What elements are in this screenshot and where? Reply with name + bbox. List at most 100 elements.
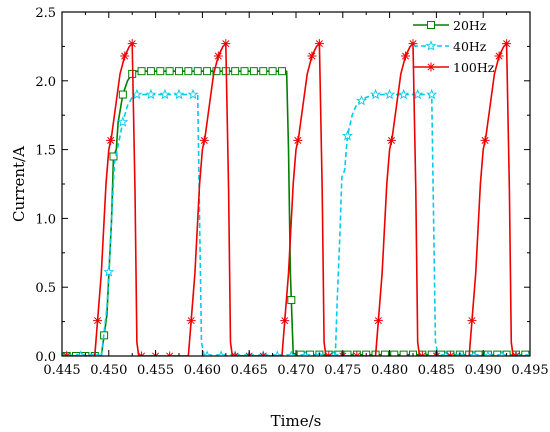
x-tick-label-4: 0.465 [231,363,268,378]
marker-100Hz-30 [480,135,490,145]
marker-100Hz-32 [502,39,512,49]
legend-marker-100Hz [426,62,436,72]
x-tick-label-10: 0.495 [511,363,548,378]
legend-label-100Hz: 100Hz [453,60,495,75]
y-tick-label-0: 0.0 [35,350,56,365]
series-40Hz [62,88,530,356]
marker-20Hz-8 [137,67,146,76]
marker-40Hz-20 [341,130,353,141]
marker-20Hz-12 [175,67,183,76]
legend-marker-40Hz [425,40,437,51]
marker-100Hz-15 [280,316,290,326]
marker-20Hz-23 [277,67,286,76]
legend-marker-20Hz [427,21,435,29]
marker-20Hz-14 [193,67,202,76]
plot-layer [62,39,530,356]
marker-100Hz-1 [93,316,103,326]
marker-20Hz-6 [118,90,127,99]
marker-20Hz-18 [231,67,240,76]
x-tick-label-0: 0.445 [43,363,80,378]
marker-40Hz-26 [426,88,438,100]
marker-40Hz-4 [117,116,129,127]
y-tick-label-1: 0.5 [35,281,56,296]
axes-layer: 0.445 0.450 0.455 0.460 0.465 0.470 0.475 0.480… [35,6,548,378]
marker-100Hz-23 [386,135,396,145]
marker-100Hz-4 [127,39,137,49]
marker-40Hz-21 [356,94,368,106]
x-tick-label-3: 0.460 [184,363,221,378]
marker-100Hz-24 [401,51,411,61]
marker-40Hz-16 [285,350,297,356]
legend-label-40Hz: 40Hz [453,39,487,54]
legend-label-20Hz: 20Hz [453,18,487,33]
marker-40Hz-7 [159,88,171,100]
marker-40Hz-6 [145,88,157,100]
marker-20Hz-24 [287,296,296,305]
series-100Hz [62,39,530,356]
marker-20Hz-13 [184,67,193,76]
x-tick-label-9: 0.490 [465,363,502,378]
marker-40Hz-3 [103,266,115,277]
x-tick-label-5: 0.470 [277,363,314,378]
marker-100Hz-9 [199,135,209,145]
series-20Hz [62,67,530,356]
marker-20Hz-39 [427,350,436,356]
marker-40Hz-1 [75,350,87,356]
series-line-100Hz [62,42,530,356]
marker-40Hz-22 [370,88,382,100]
marker-100Hz-16 [293,135,303,145]
marker-100Hz-3 [120,51,130,61]
marker-100Hz-10 [213,51,223,61]
x-tick-label-7: 0.480 [371,363,408,378]
marker-20Hz-22 [268,67,277,76]
series-line-20Hz [62,70,530,356]
marker-20Hz-35 [390,350,399,356]
marker-100Hz-8 [186,316,196,326]
marker-40Hz-23 [384,88,396,100]
y-tick-label-4: 2.0 [35,75,56,90]
marker-20Hz-11 [165,67,174,76]
y-tick-label-2: 1.0 [35,212,56,227]
marker-40Hz-9 [187,88,199,100]
marker-40Hz-30 [482,350,494,356]
marker-20Hz-34 [380,350,389,356]
marker-100Hz-22 [373,316,383,326]
y-tick-label-5: 2.5 [35,6,56,21]
marker-40Hz-17 [299,350,311,356]
marker-40Hz-33 [524,350,530,356]
marker-20Hz-9 [146,67,155,76]
legend: 20Hz 40Hz 100Hz [413,18,495,75]
marker-100Hz-18 [314,39,324,49]
marker-20Hz-10 [156,67,165,76]
x-tick-label-8: 0.485 [418,363,455,378]
marker-100Hz-31 [494,51,504,61]
marker-20Hz-21 [259,67,268,76]
series-line-40Hz [62,93,530,356]
marker-40Hz-24 [398,88,410,100]
y-tick-label-3: 1.5 [35,144,56,159]
marker-100Hz-25 [408,39,418,49]
marker-20Hz-20 [249,67,258,76]
x-axis-title: Time/s [271,412,322,430]
marker-100Hz-11 [221,39,231,49]
marker-40Hz-31 [496,350,508,356]
x-tick-label-6: 0.475 [324,363,361,378]
marker-20Hz-36 [399,350,408,356]
marker-40Hz-15 [271,350,283,356]
x-tick-label-1: 0.450 [90,363,127,378]
marker-100Hz-2 [106,135,116,145]
marker-20Hz-19 [240,67,249,76]
marker-40Hz-8 [173,88,185,100]
marker-20Hz-16 [212,67,221,76]
marker-40Hz-11 [215,350,227,356]
marker-20Hz-15 [203,67,212,76]
y-axis-title: Current/A [10,146,28,222]
marker-40Hz-10 [201,350,213,356]
marker-100Hz-17 [307,51,317,61]
marker-40Hz-29 [468,350,480,356]
marker-20Hz-5 [109,152,118,161]
marker-20Hz-30 [343,350,352,356]
x-tick-label-2: 0.455 [137,363,174,378]
marker-100Hz-29 [467,316,477,326]
